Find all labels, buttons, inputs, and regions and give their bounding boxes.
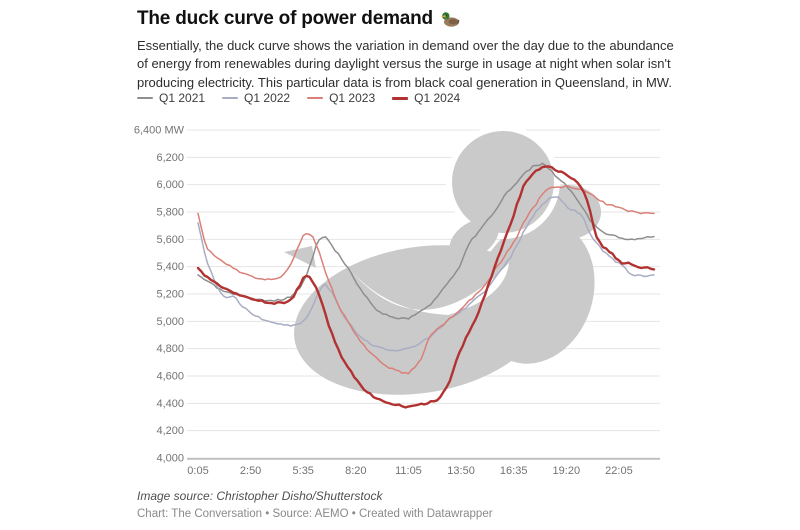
- x-axis-tick-label: 19:20: [553, 465, 581, 477]
- legend-swatch: [222, 97, 239, 99]
- duck-silhouette-watermark: [284, 125, 601, 395]
- legend-swatch: [137, 97, 153, 99]
- y-axis-tick-label: 5,600: [156, 234, 184, 246]
- x-axis-tick-label: 22:05: [605, 465, 633, 477]
- x-axis-tick-label: 8:20: [345, 465, 366, 477]
- y-axis-tick-label: 6,000: [156, 179, 184, 191]
- x-axis-tick-label: 0:05: [187, 465, 208, 477]
- legend-label: Q1 2022: [244, 91, 291, 105]
- y-axis-tick-label: 6,200: [156, 152, 184, 164]
- x-axis-tick-label: 5:35: [293, 465, 314, 477]
- legend-swatch: [307, 97, 324, 99]
- y-axis-tick-label: 6,400 MW: [134, 125, 185, 137]
- x-axis-tick-label: 13:50: [447, 465, 475, 477]
- chart-description: Essentially, the duck curve shows the va…: [137, 38, 674, 90]
- series-line-q1-2022: [197, 196, 655, 352]
- series-line-q1-2024: [196, 165, 656, 409]
- duck-emoji-icon: [440, 12, 460, 27]
- x-axis-tick-label: 11:05: [395, 465, 422, 477]
- series-line-q1-2021: [197, 162, 655, 320]
- y-axis-tick-label: 4,400: [156, 398, 184, 410]
- y-axis-tick-label: 5,400: [156, 261, 184, 273]
- legend-item-q1-2021: Q1 2021: [137, 91, 205, 105]
- y-axis-tick-label: 5,000: [156, 316, 184, 328]
- chart-legend: Q1 2021 Q1 2022 Q1 2023 Q1 2024: [137, 91, 460, 105]
- legend-label: Q1 2023: [329, 91, 376, 105]
- y-axis-tick-label: 4,000: [156, 453, 184, 465]
- legend-label: Q1 2024: [414, 91, 461, 105]
- y-axis-tick-label: 4,800: [156, 343, 184, 355]
- series-lines-layer: [196, 162, 656, 409]
- legend-item-q1-2022: Q1 2022: [222, 91, 290, 105]
- footer-image-source: Image source: Christopher Disho/Shutters…: [137, 489, 383, 503]
- series-line-q1-2023: [197, 185, 655, 375]
- y-axis-tick-label: 4,600: [156, 371, 184, 383]
- axis-labels-layer: 6,400 MW 6,200 6,000 5,800 5,600 5,400 5,200 5,…: [134, 125, 633, 478]
- legend-label: Q1 2021: [159, 91, 206, 105]
- x-axis-tick-label: 16:35: [500, 465, 528, 477]
- y-axis-tick-label: 5,200: [156, 289, 184, 301]
- page-title: The duck curve of power demand: [137, 8, 461, 30]
- legend-swatch: [392, 96, 409, 100]
- y-axis-tick-label: 4,200: [156, 425, 184, 437]
- footer-credit: Chart: The Conversation • Source: AEMO •…: [137, 508, 493, 520]
- x-axis-tick-label: 2:50: [240, 465, 261, 477]
- title-text: The duck curve of power demand: [137, 8, 433, 29]
- legend-item-q1-2023: Q1 2023: [307, 91, 375, 105]
- y-axis-tick-label: 5,800: [156, 207, 184, 219]
- legend-item-q1-2024: Q1 2024: [392, 91, 460, 105]
